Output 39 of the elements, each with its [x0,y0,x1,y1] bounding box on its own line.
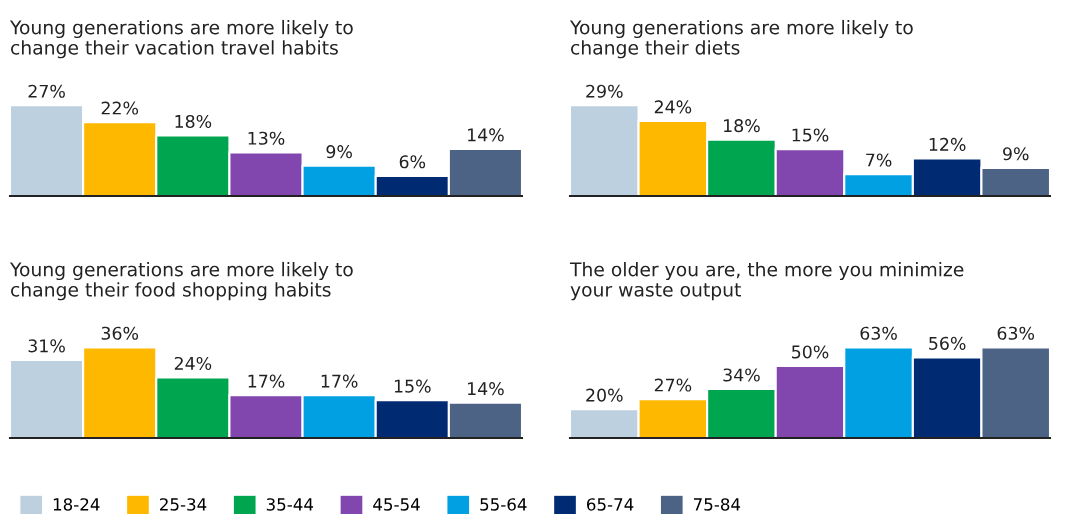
data-label: 6% [399,155,426,169]
data-label: 24% [174,356,212,371]
data-label: 50% [792,345,829,359]
data-label: 22% [101,101,139,115]
data-label: 9% [326,145,352,159]
data-label: 56% [929,336,966,350]
legend-label: 25-34 [160,498,207,511]
chart-title: Young generations are more likely to change their diets [569,19,913,59]
data-label: 18% [724,119,760,133]
data-label: 17% [321,374,358,388]
data-label: 24% [654,100,692,114]
data-label: 36% [101,326,139,340]
data-label: 14% [468,128,504,142]
legend-label: 18-24 [53,498,100,511]
data-label: 31% [28,339,65,353]
data-label: 14% [468,382,504,396]
data-label: 7% [866,153,892,167]
data-label: 20% [586,388,623,402]
data-label: 9% [1003,147,1029,161]
legend-label: 45-54 [373,498,420,511]
legend-label: 65-74 [587,498,634,511]
data-label: 27% [28,84,65,98]
data-label: 13% [248,131,285,145]
data-label: 18% [175,114,212,129]
legend-label: 75-84 [693,498,741,511]
chart-title: Young generations are more likely to change their vacation travel habits [9,19,353,59]
data-label: 15% [394,379,431,393]
data-label: 34% [723,368,760,382]
data-label: 29% [586,84,623,98]
data-label: 63% [997,326,1035,340]
data-label: 12% [929,137,966,151]
legend-label: 35-44 [266,498,314,511]
data-label: 27% [654,378,692,392]
legend-label: 55-64 [480,498,527,511]
chart-title: The older you are, the more you minimize your waste output [569,261,964,301]
data-label: 17% [248,374,285,388]
data-label: 15% [792,128,829,142]
data-label: 63% [860,326,897,340]
chart-title: Young generations are more likely to change their food shopping habits [9,261,353,301]
